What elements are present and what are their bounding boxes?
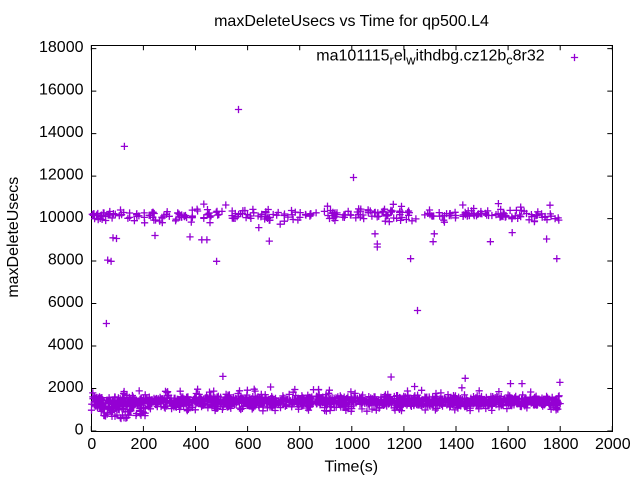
svg-text:0: 0 [87, 436, 96, 453]
svg-text:1000: 1000 [335, 436, 371, 453]
svg-text:10000: 10000 [39, 209, 84, 226]
svg-text:maxDeleteUsecs: maxDeleteUsecs [5, 177, 22, 298]
svg-text:16000: 16000 [39, 82, 84, 99]
svg-text:1200: 1200 [387, 436, 423, 453]
svg-text:200: 200 [131, 436, 158, 453]
svg-text:2000: 2000 [48, 379, 84, 396]
svg-text:Time(s): Time(s) [324, 458, 378, 475]
svg-text:18000: 18000 [39, 39, 84, 56]
svg-text:6000: 6000 [48, 294, 84, 311]
svg-text:4000: 4000 [48, 337, 84, 354]
svg-text:ma101115relwithdbg.cz12bc8r32: ma101115relwithdbg.cz12bc8r32 [316, 48, 544, 68]
svg-text:0: 0 [75, 422, 84, 439]
svg-text:12000: 12000 [39, 167, 84, 184]
svg-text:maxDeleteUsecs vs Time for qp5: maxDeleteUsecs vs Time for qp500.L4 [214, 13, 489, 30]
svg-text:14000: 14000 [39, 124, 84, 141]
svg-text:2000: 2000 [595, 436, 631, 453]
svg-text:1400: 1400 [439, 436, 475, 453]
svg-text:800: 800 [287, 436, 314, 453]
svg-text:1800: 1800 [543, 436, 579, 453]
svg-text:400: 400 [183, 436, 210, 453]
svg-text:600: 600 [235, 436, 262, 453]
svg-text:8000: 8000 [48, 252, 84, 269]
svg-text:1600: 1600 [491, 436, 527, 453]
